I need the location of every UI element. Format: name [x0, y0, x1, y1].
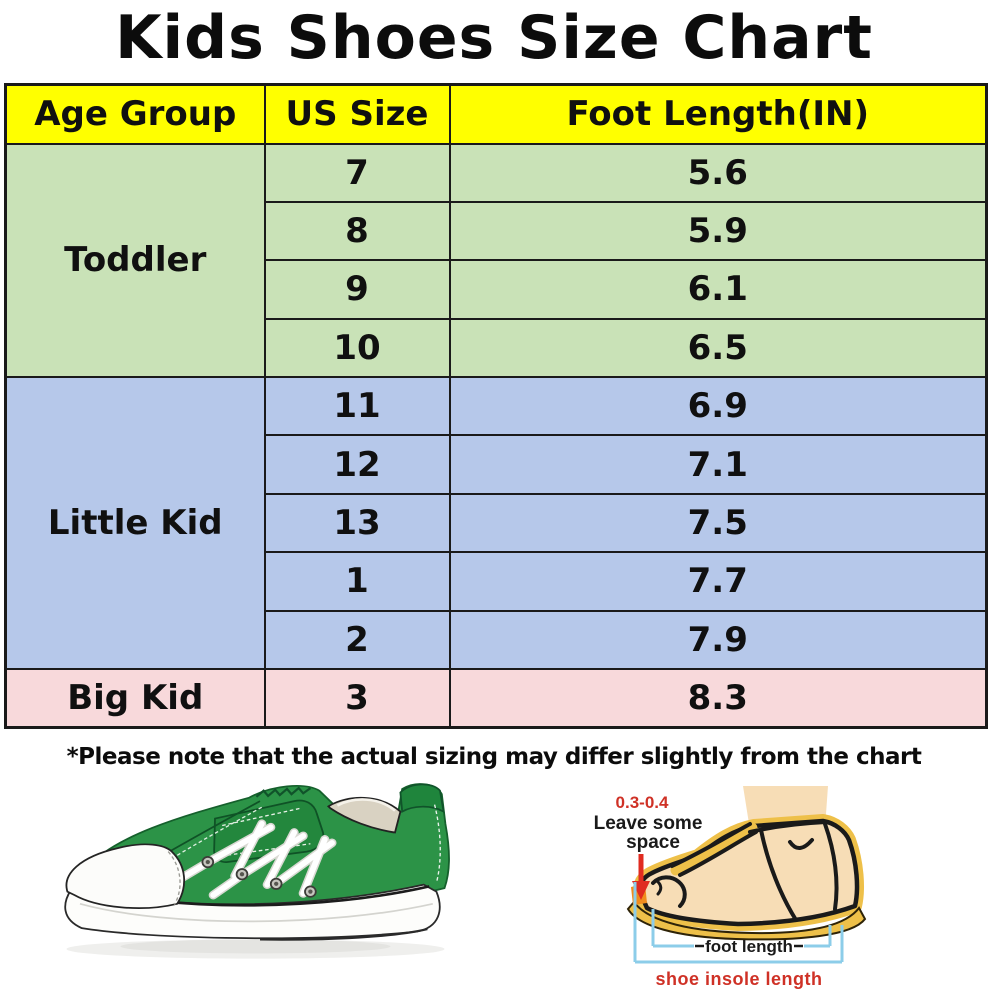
gap-range-label: 0.3-0.4 [616, 793, 669, 812]
sneaker-photo [20, 782, 580, 993]
cell-age-group-big-kid: Big Kid [4, 668, 266, 729]
cell-foot-length: 5.9 [448, 200, 988, 262]
cell-us-size: 1 [263, 551, 451, 612]
cell-foot-length: 5.6 [448, 142, 988, 203]
header-foot-length: Foot Length(IN) [448, 83, 988, 145]
foot-length-label: foot length [705, 937, 793, 956]
cell-foot-length: 7.5 [448, 492, 988, 554]
table-header-row: Age Group US Size Foot Length(IN) [4, 83, 988, 145]
cell-foot-length: 6.9 [448, 376, 988, 437]
cell-us-size: 10 [263, 317, 451, 379]
cell-us-size: 13 [263, 492, 451, 554]
sizing-disclaimer-note: *Please note that the actual sizing may … [66, 744, 922, 770]
leave-space-label-line1: Leave some [594, 813, 703, 834]
cell-foot-length: 6.1 [448, 259, 988, 320]
cell-age-group-little-kid: Little Kid [4, 376, 266, 671]
table-row: 10 6.5 [6, 317, 988, 379]
cell-foot-length: 7.9 [448, 609, 988, 671]
cell-us-size: 12 [263, 434, 451, 495]
cell-us-size: 2 [263, 609, 451, 671]
foot-measure-diagram: 0.3-0.4 Leave some space foot length sho… [568, 782, 988, 993]
cell-foot-length: 7.7 [448, 551, 988, 612]
cell-foot-length: 8.3 [448, 668, 988, 729]
table-row: Little Kid 11 6.9 [4, 376, 988, 671]
size-chart-table: Age Group US Size Foot Length(IN) Toddle… [4, 83, 988, 729]
cell-us-size: 9 [263, 259, 451, 320]
page-title: Kids Shoes Size Chart [115, 3, 873, 73]
insole-length-bracket [633, 882, 844, 964]
table-row: Big Kid 3 8.3 [4, 668, 988, 729]
cell-foot-length: 6.5 [448, 317, 988, 379]
table-row: 2 7.9 [6, 609, 988, 671]
foot-measure-svg: 0.3-0.4 Leave some space foot length sho… [594, 786, 867, 989]
cell-age-group-toddler: Toddler [4, 142, 266, 379]
table-row: 8 5.9 [6, 200, 988, 262]
leave-space-label-line2: space [626, 832, 680, 853]
table-row: 9 6.1 [6, 259, 988, 320]
foot-length-bracket [651, 909, 832, 948]
green-sneaker-illustration [64, 783, 450, 959]
table-row: 13 7.5 [6, 492, 988, 554]
cell-us-size: 8 [263, 200, 451, 262]
header-age-group: Age Group [4, 83, 266, 145]
table-row: Toddler 7 5.6 [4, 142, 988, 379]
insole-shape [626, 900, 867, 941]
cell-us-size: 7 [263, 142, 451, 203]
cell-us-size: 11 [263, 376, 451, 437]
table-row: 1 7.7 [6, 551, 988, 612]
header-us-size: US Size [263, 83, 451, 145]
cell-us-size: 3 [263, 668, 451, 729]
shoe-insole-length-label: shoe insole length [655, 969, 822, 989]
table-row: 12 7.1 [6, 434, 988, 495]
cell-foot-length: 7.1 [448, 434, 988, 495]
